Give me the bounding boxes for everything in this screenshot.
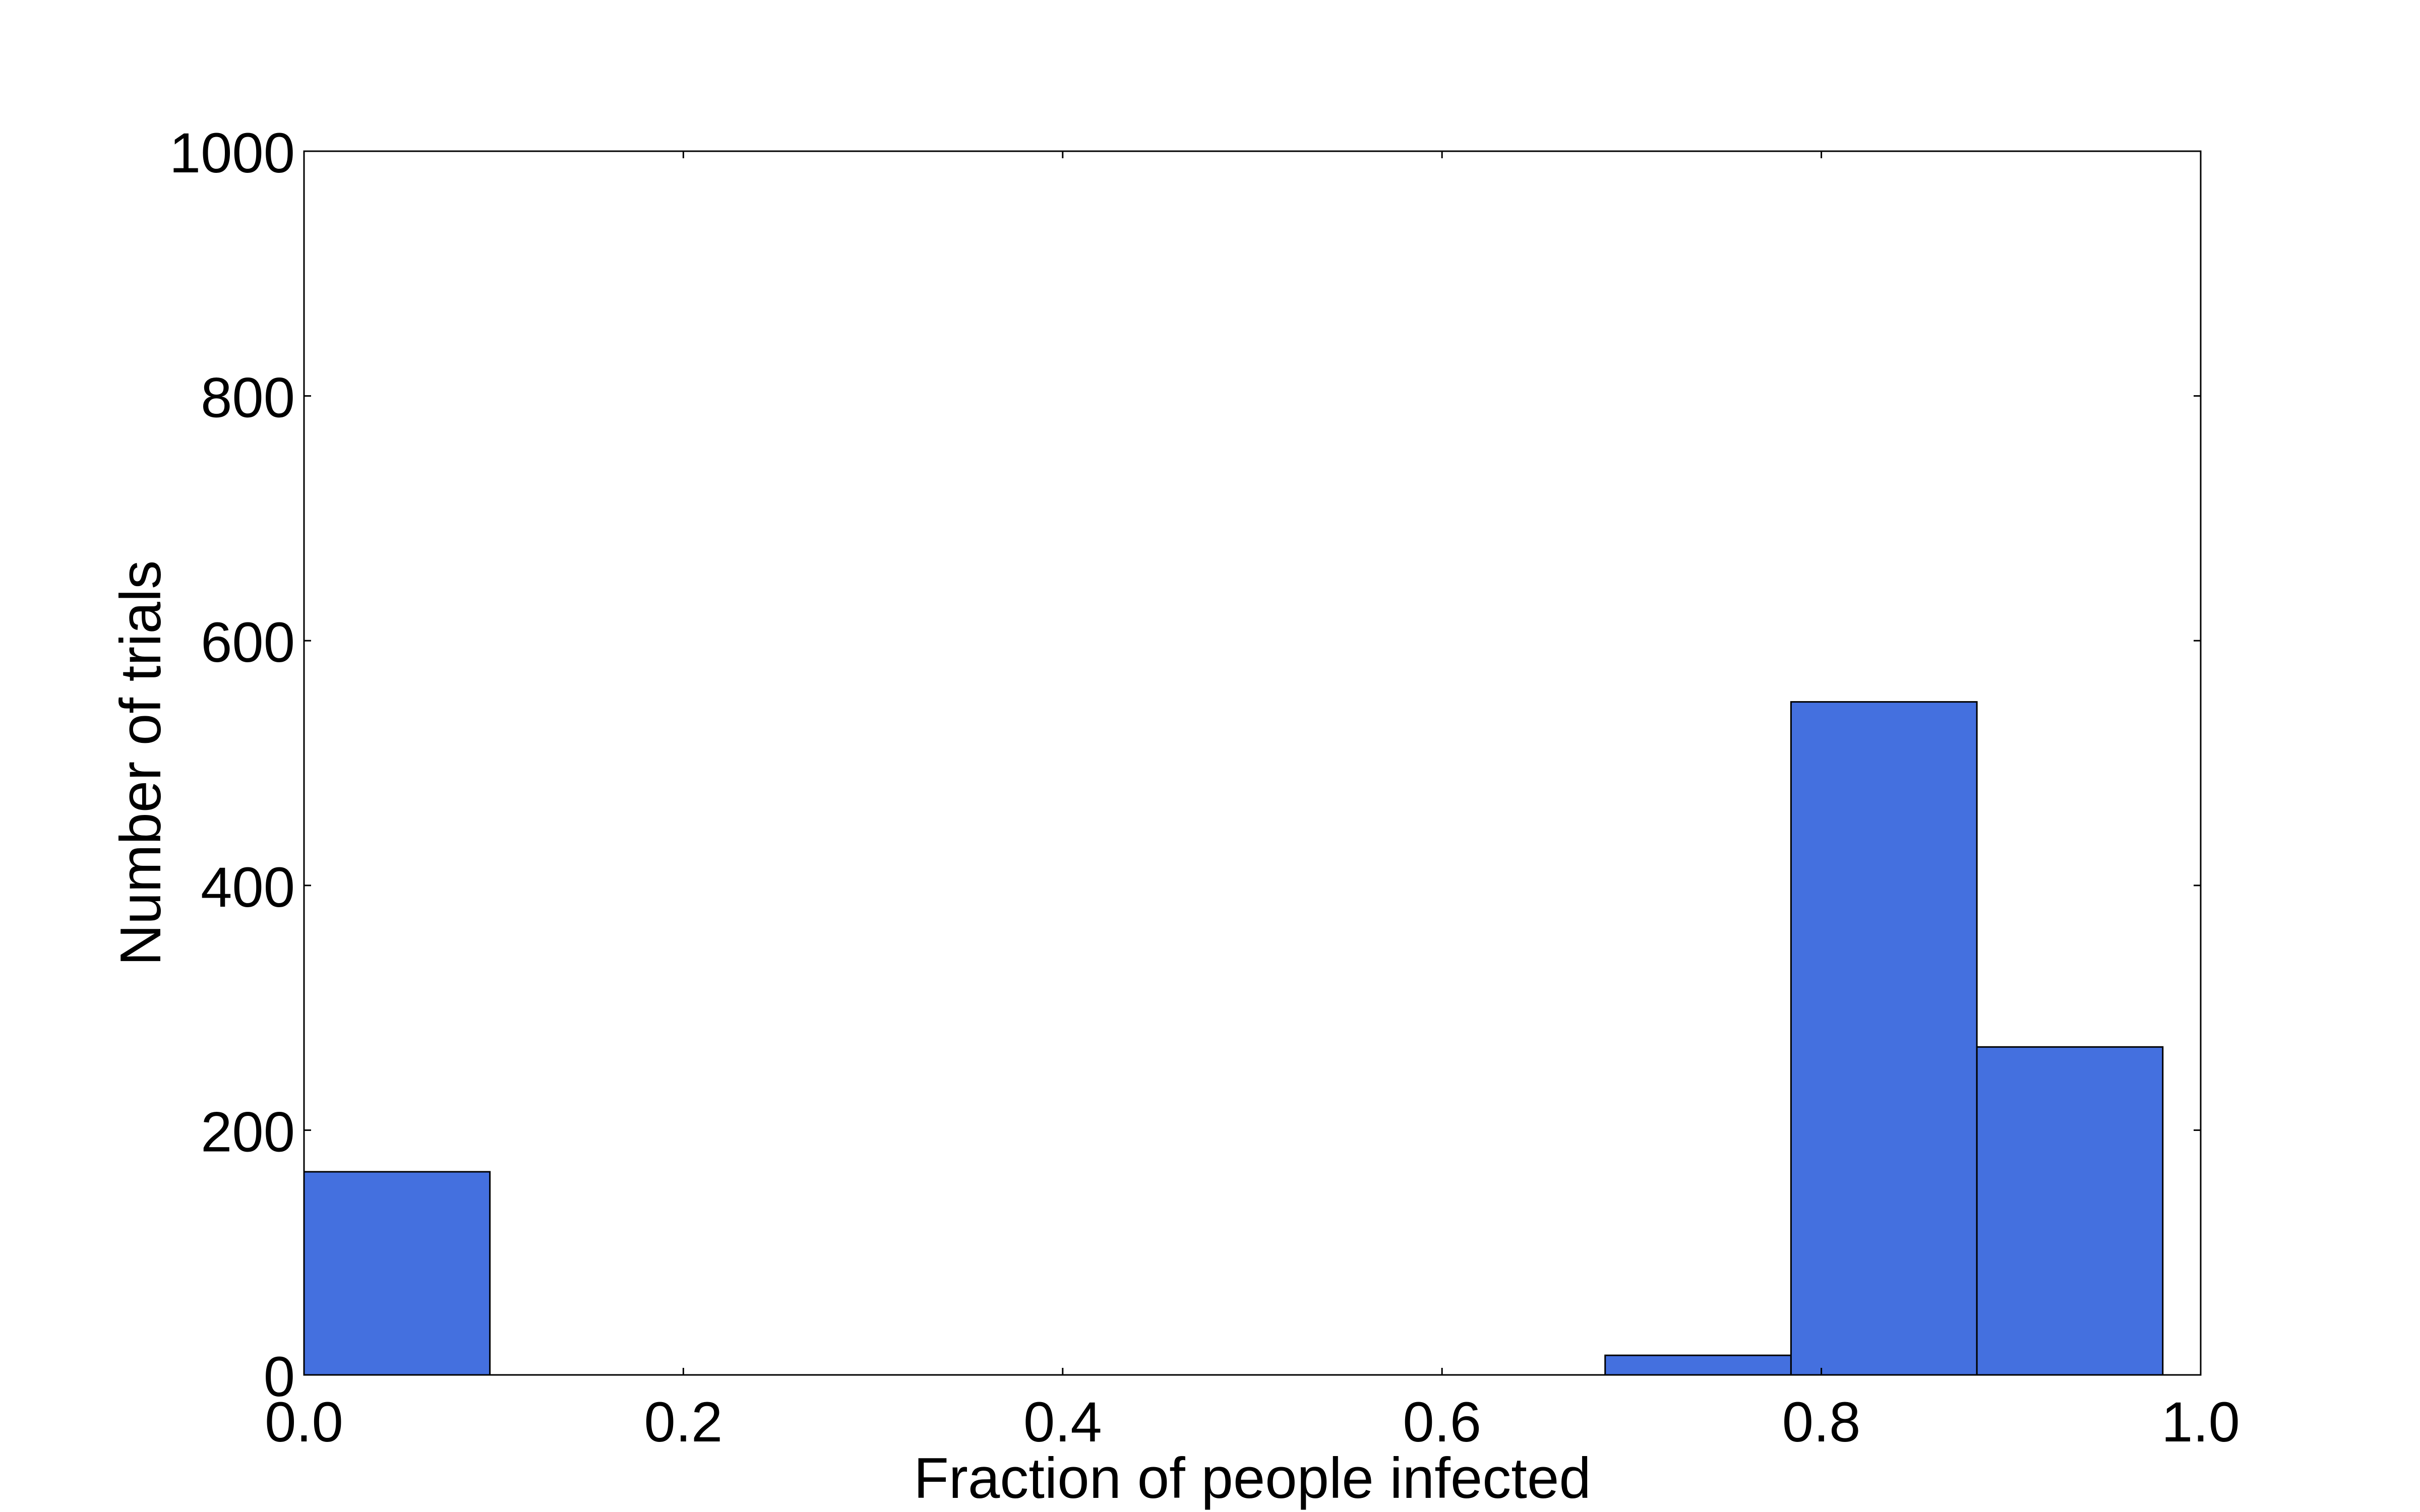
x-tick-label-0: 0.0 — [265, 1391, 343, 1454]
y-tick-label-1: 200 — [201, 1100, 295, 1163]
y-tick-label-0: 0 — [264, 1345, 295, 1408]
y-axis-title: Number of trials — [109, 560, 173, 966]
histogram-bar-0 — [303, 1171, 491, 1376]
y-tick-label-4: 800 — [201, 366, 295, 429]
x-tick-label-1: 0.2 — [644, 1391, 723, 1454]
histogram-bar-7 — [1604, 1354, 1792, 1376]
x-tick-label-3: 0.6 — [1403, 1391, 1481, 1454]
y-tick-label-2: 400 — [201, 856, 295, 919]
y-tick-label-5: 1000 — [169, 121, 295, 184]
histogram-bar-9 — [1976, 1046, 2164, 1376]
plot-frame — [303, 150, 2202, 1376]
x-axis-title: Fraction of people infected — [914, 1446, 1591, 1510]
x-tick-label-5: 1.0 — [2161, 1391, 2240, 1454]
bars-group — [303, 701, 2164, 1376]
histogram-bar-8 — [1790, 701, 1978, 1376]
x-tick-label-4: 0.8 — [1782, 1391, 1861, 1454]
y-tick-label-3: 600 — [201, 611, 295, 674]
x-tick-label-2: 0.4 — [1023, 1391, 1102, 1454]
tick-labels-group: 0.0 0.2 0.4 0.6 0.8 1.0 0 200 400 600 800 1000 — [169, 121, 2240, 1454]
